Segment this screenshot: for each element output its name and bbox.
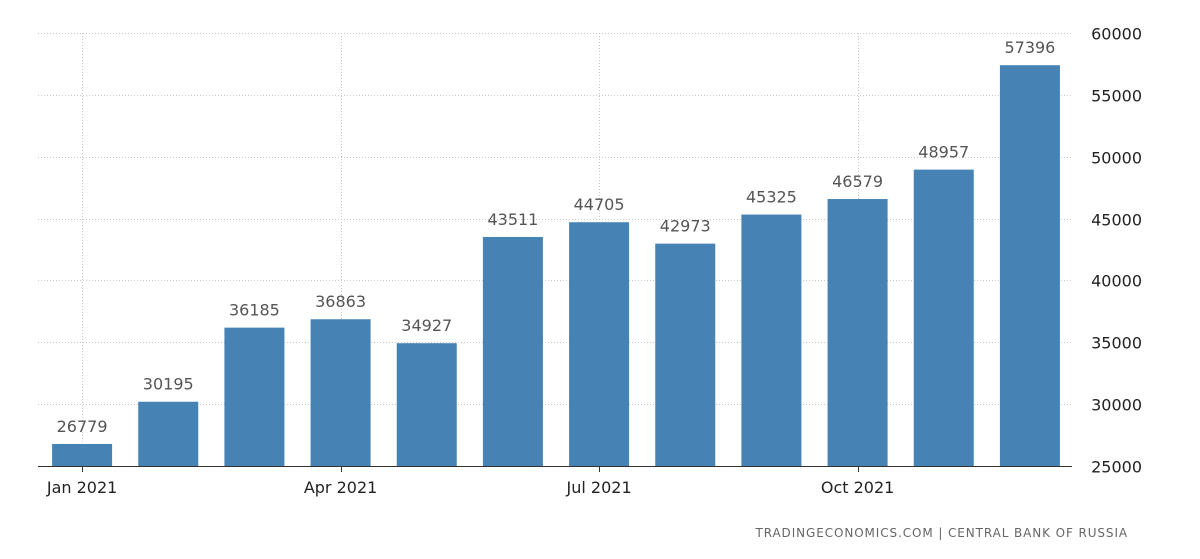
bar — [52, 443, 113, 466]
bar — [396, 343, 457, 466]
data-label: 34927 — [401, 316, 452, 335]
y-tick-label: 45000 — [1091, 211, 1142, 230]
bar — [655, 243, 716, 466]
bar — [827, 199, 888, 467]
bar — [310, 319, 371, 466]
bar — [224, 327, 285, 466]
data-label: 45325 — [746, 188, 797, 207]
data-label: 36863 — [315, 292, 366, 311]
bar — [138, 401, 199, 466]
data-label: 36185 — [229, 301, 280, 320]
y-tick-label: 50000 — [1091, 149, 1142, 168]
data-label: 43511 — [487, 210, 538, 229]
bar — [741, 214, 802, 466]
x-tick-label: Jul 2021 — [566, 478, 632, 497]
x-tick-label: Jan 2021 — [46, 478, 117, 497]
bar — [999, 65, 1060, 466]
bar — [569, 222, 630, 466]
x-tick-label: Apr 2021 — [304, 478, 377, 497]
y-tick-label: 35000 — [1091, 334, 1142, 353]
data-label: 57396 — [1004, 38, 1055, 57]
data-label: 46579 — [832, 172, 883, 191]
y-tick-label: 55000 — [1091, 87, 1142, 106]
data-label: 42973 — [660, 217, 711, 236]
x-tick-label: Oct 2021 — [821, 478, 894, 497]
y-tick-label: 25000 — [1091, 458, 1142, 477]
y-tick-label: 60000 — [1091, 25, 1142, 44]
y-tick-label: 40000 — [1091, 272, 1142, 291]
bar — [482, 236, 543, 466]
data-label: 26779 — [57, 417, 108, 436]
data-label: 44705 — [574, 195, 625, 214]
source-credit: TRADINGECONOMICS.COM | CENTRAL BANK OF R… — [755, 526, 1128, 540]
data-label: 30195 — [143, 375, 194, 394]
data-label: 48957 — [918, 143, 969, 162]
bar — [913, 169, 974, 467]
y-tick-label: 30000 — [1091, 396, 1142, 415]
